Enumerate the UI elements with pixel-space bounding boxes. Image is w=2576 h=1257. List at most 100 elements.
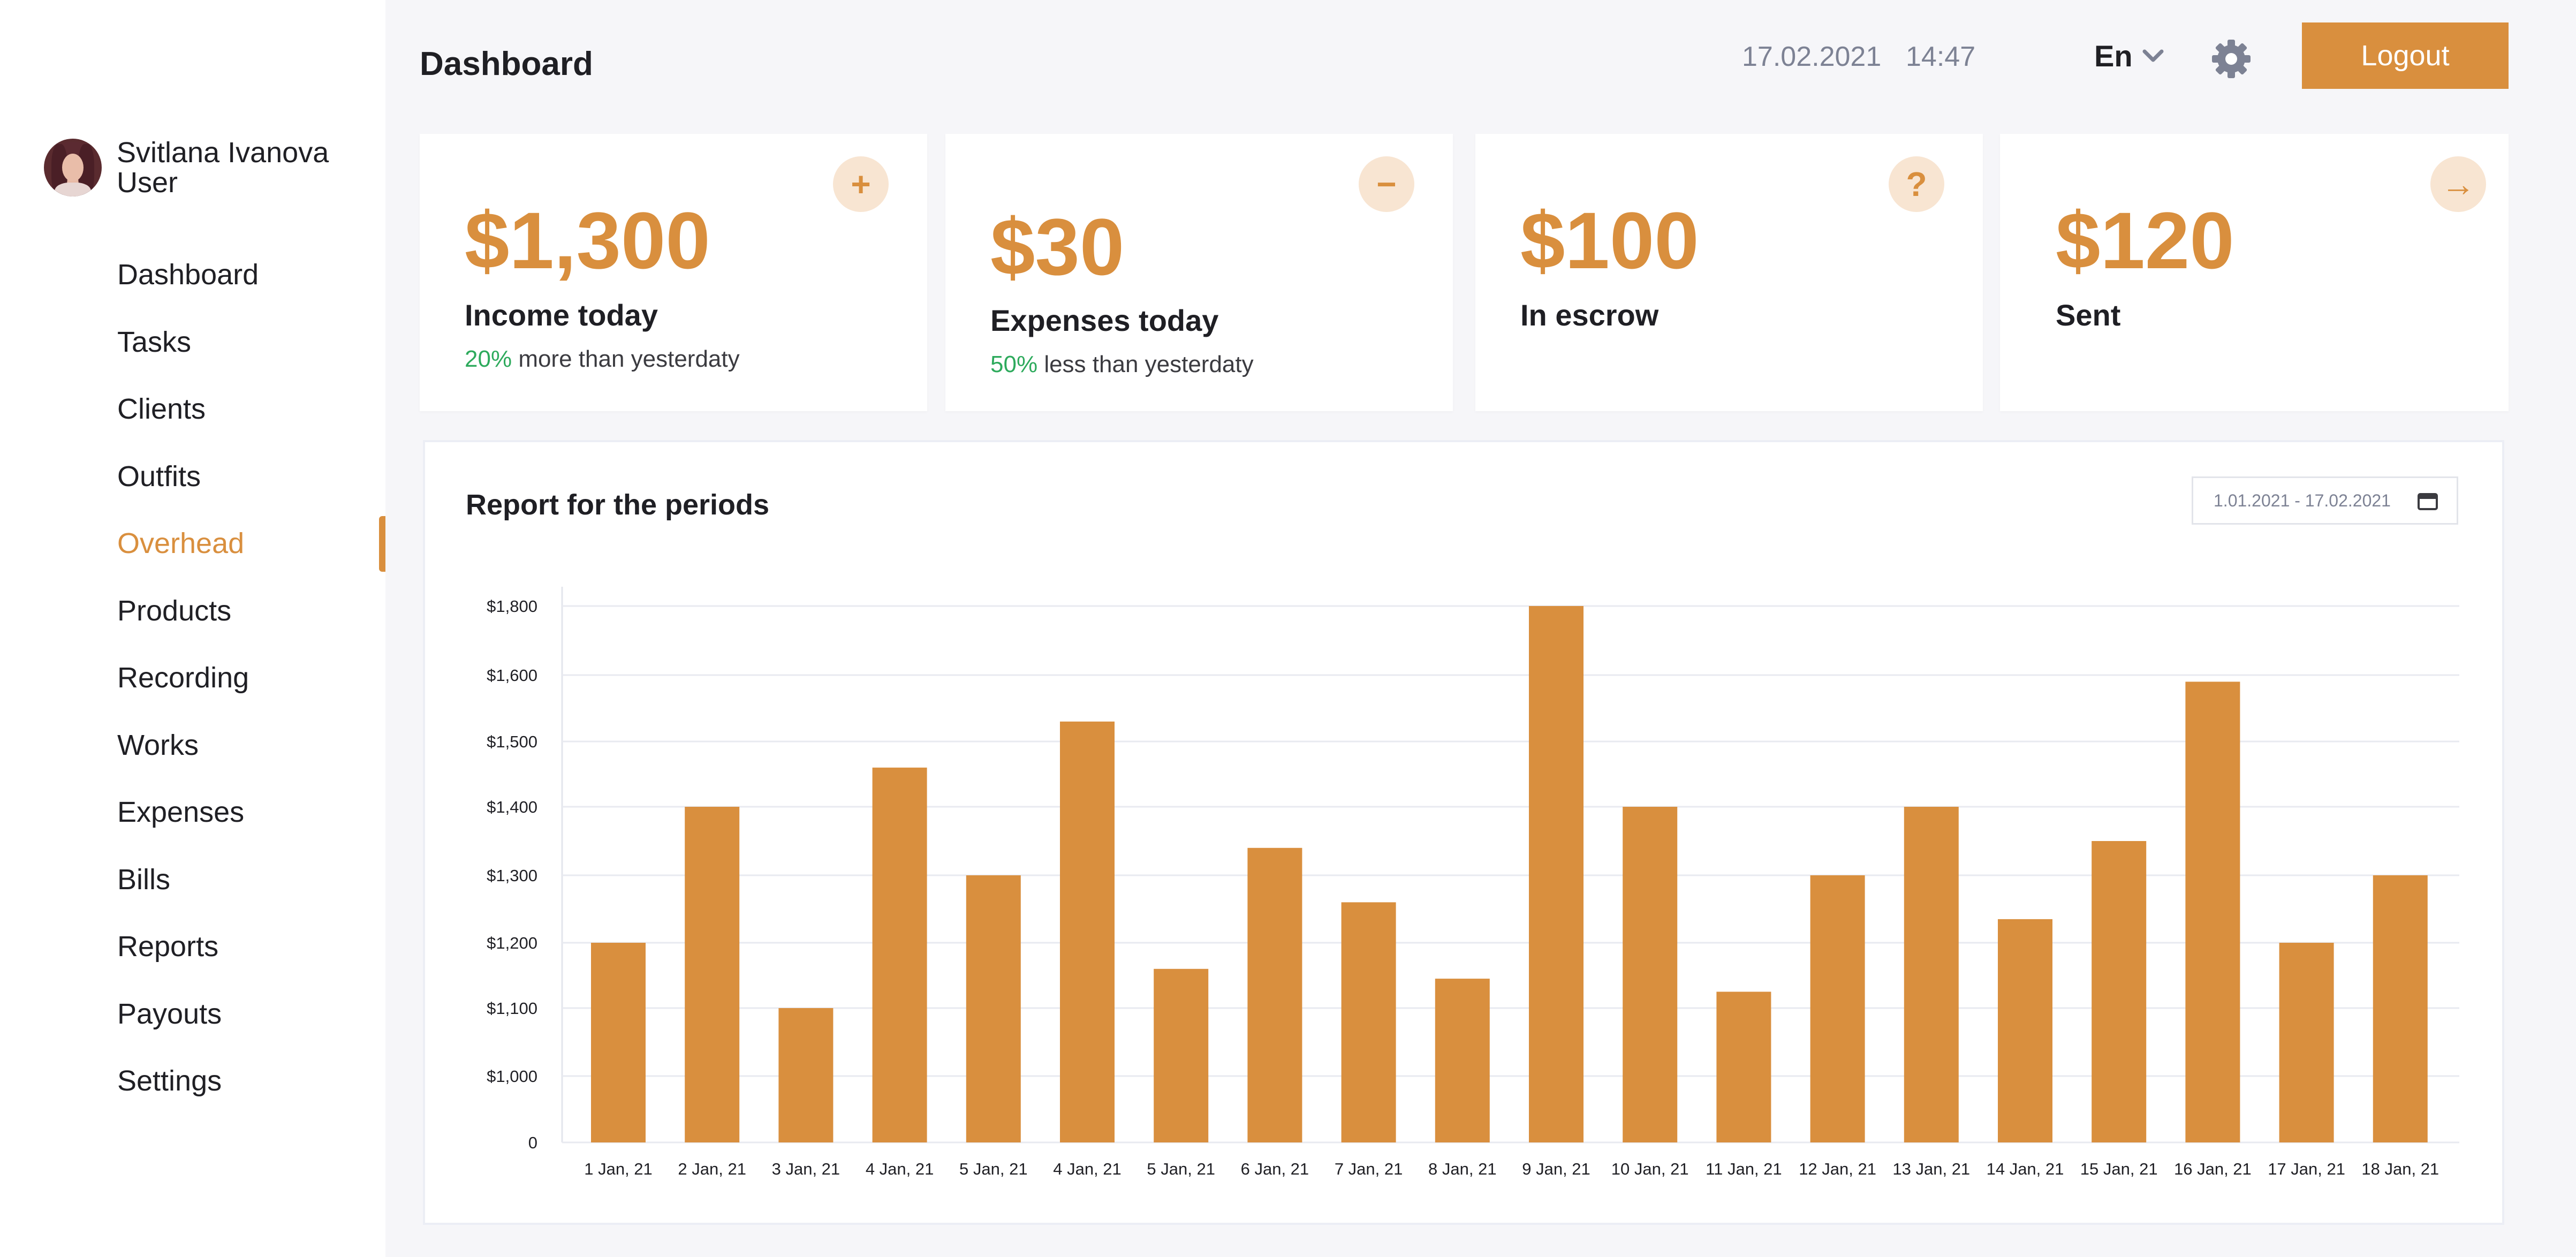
gear-icon[interactable] <box>2210 37 2253 80</box>
x-tick-label: 12 Jan, 21 <box>1799 1160 1876 1178</box>
chart-bar <box>1435 979 1490 1142</box>
chart-bar <box>1154 968 1209 1142</box>
x-tick-label: 5 Jan, 21 <box>1147 1160 1215 1178</box>
y-tick-label: $1,600 <box>487 666 537 685</box>
card-amount: $30 <box>990 202 1125 292</box>
x-tick-label: 18 Jan, 21 <box>2361 1160 2439 1178</box>
sidebar-item-overhead[interactable]: Overhead <box>0 516 385 588</box>
card-label: Sent <box>2056 298 2121 332</box>
sent-card: → $120 Sent <box>2000 134 2509 411</box>
chart-bar <box>1810 875 1865 1142</box>
question-icon[interactable]: ? <box>1889 156 1944 212</box>
plus-icon[interactable]: + <box>833 156 889 212</box>
chart-bar <box>1998 919 2052 1142</box>
user-name: Svitlana Ivanova <box>117 137 329 169</box>
income-card: + $1,300 Income today 20% more than yest… <box>420 134 927 411</box>
x-tick-label: 8 Jan, 21 <box>1428 1160 1497 1178</box>
chart-bar <box>1904 807 1959 1142</box>
y-tick-label: $1,500 <box>487 732 537 751</box>
escrow-card: ? $100 In escrow <box>1475 134 1983 411</box>
card-note: 20% more than yesterdaty <box>465 346 740 373</box>
language-selector[interactable]: En <box>2094 39 2164 73</box>
bar-chart: 0 $1,000 $1,100 $1,200 $1,300 $1,400 $1,500 $1,… <box>487 587 2459 1178</box>
sidebar-item-works[interactable]: Works <box>117 729 199 761</box>
chevron-down-icon <box>2142 49 2164 62</box>
chart-bar <box>966 875 1021 1142</box>
x-tick-label: 4 Jan, 21 <box>866 1160 934 1178</box>
logout-button[interactable]: Logout <box>2302 22 2509 89</box>
chart-bar <box>1716 991 1771 1142</box>
sidebar-item-expenses[interactable]: Expenses <box>117 796 245 828</box>
x-tick-label: 16 Jan, 21 <box>2174 1160 2252 1178</box>
card-label: Income today <box>465 298 658 332</box>
x-tick-label: 6 Jan, 21 <box>1241 1160 1309 1178</box>
card-label: In escrow <box>1520 298 1659 332</box>
chart-bar <box>2373 875 2428 1142</box>
x-tick-label: 2 Jan, 21 <box>678 1160 746 1178</box>
card-amount: $100 <box>1520 195 1699 285</box>
card-amount: $1,300 <box>465 195 710 285</box>
x-tick-label: 13 Jan, 21 <box>1892 1160 1970 1178</box>
arrow-right-icon[interactable]: → <box>2430 156 2486 212</box>
chart-bar <box>2185 681 2240 1142</box>
card-note-text: less than yesterdaty <box>1044 351 1254 377</box>
sidebar-item-dashboard[interactable]: Dashboard <box>117 259 259 291</box>
x-tick-label: 1 Jan, 21 <box>584 1160 653 1178</box>
y-tick-label: $1,400 <box>487 798 537 816</box>
y-tick-label: $1,100 <box>487 999 537 1018</box>
sidebar-item-clients[interactable]: Clients <box>117 393 206 425</box>
sidebar-item-recording[interactable]: Recording <box>117 662 249 694</box>
avatar[interactable] <box>44 139 102 196</box>
date-range-value: 1.01.2021 - 17.02.2021 <box>2214 490 2391 510</box>
y-tick-label: $1,200 <box>487 934 537 952</box>
language-label: En <box>2094 39 2133 73</box>
expenses-card: − $30 Expenses today 50% less than yeste… <box>945 134 1453 411</box>
x-tick-label: 4 Jan, 21 <box>1053 1160 1122 1178</box>
chart-bar <box>778 1008 834 1142</box>
sidebar-item-settings[interactable]: Settings <box>117 1065 222 1097</box>
report-title: Report for the periods <box>466 489 770 521</box>
chart-bar <box>1341 902 1396 1142</box>
card-note: 50% less than yesterdaty <box>990 351 1254 378</box>
sidebar: Svitlana Ivanova User Dashboard Tasks Clie… <box>0 0 385 1257</box>
sidebar-item-tasks[interactable]: Tasks <box>117 325 192 358</box>
chart-bar <box>1623 807 1678 1142</box>
card-label: Expenses today <box>990 304 1219 337</box>
card-note-text: more than yesterdaty <box>518 346 740 372</box>
x-tick-label: 17 Jan, 21 <box>2268 1160 2345 1178</box>
x-tick-label: 3 Jan, 21 <box>772 1160 840 1178</box>
chart-bar <box>1247 847 1302 1142</box>
current-time: 14:47 <box>1906 41 1976 72</box>
y-tick-label: $1,800 <box>487 597 537 616</box>
chart-bar <box>2092 841 2147 1142</box>
sidebar-item-bills[interactable]: Bills <box>117 863 171 896</box>
chart-bar <box>2279 943 2334 1142</box>
date-range-picker[interactable]: 1.01.2021 - 17.02.2021 <box>2192 476 2458 525</box>
card-amount: $120 <box>2056 195 2234 285</box>
chart-bar <box>872 767 927 1142</box>
x-tick-label: 9 Jan, 21 <box>1522 1160 1590 1178</box>
chart-bar <box>591 943 646 1142</box>
x-tick-label: 15 Jan, 21 <box>2080 1160 2158 1178</box>
sidebar-item-payouts[interactable]: Payouts <box>117 997 222 1030</box>
chart-bar <box>1529 606 1584 1142</box>
user-profile[interactable]: Svitlana Ivanova User <box>44 138 329 197</box>
x-tick-label: 11 Jan, 21 <box>1706 1160 1782 1178</box>
sidebar-item-products[interactable]: Products <box>117 594 232 627</box>
x-tick-label: 5 Jan, 21 <box>959 1160 1028 1178</box>
chart-bar <box>685 807 740 1142</box>
calendar-icon <box>2418 493 2438 510</box>
x-tick-label: 10 Jan, 21 <box>1611 1160 1689 1178</box>
card-note-percent: 50% <box>990 351 1038 377</box>
current-date: 17.02.2021 <box>1742 41 1882 72</box>
user-role: User <box>117 166 178 199</box>
y-tick-label: $1,300 <box>487 866 537 885</box>
page-title: Dashboard <box>420 46 593 82</box>
y-tick-label: $1,000 <box>487 1067 537 1086</box>
y-tick-label: 0 <box>528 1133 537 1152</box>
card-note-percent: 20% <box>465 346 512 372</box>
sidebar-item-reports[interactable]: Reports <box>117 930 219 963</box>
sidebar-item-outfits[interactable]: Outfits <box>117 460 201 493</box>
report-panel: Report for the periods 1.01.2021 - 17.02… <box>423 440 2504 1225</box>
minus-icon[interactable]: − <box>1359 156 1414 212</box>
